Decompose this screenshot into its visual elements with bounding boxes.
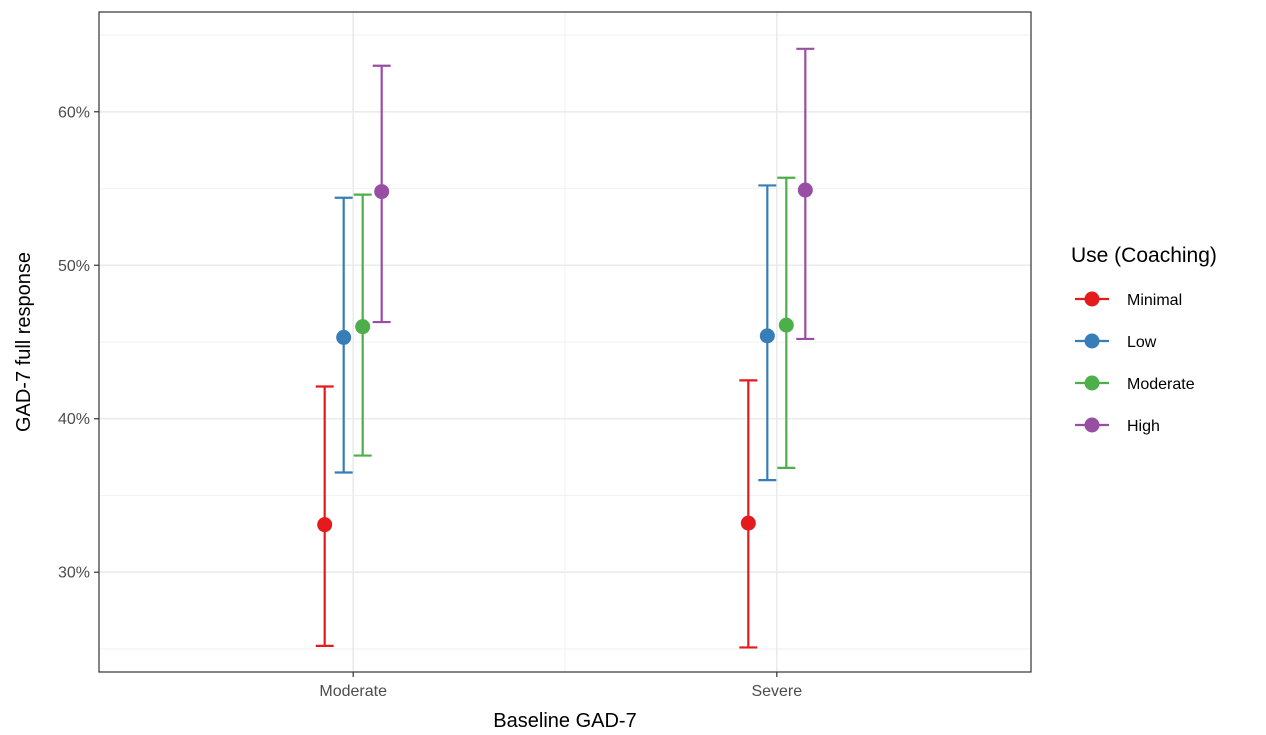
- legend-item-minimal: Minimal: [1075, 291, 1182, 309]
- x-axis-title: Baseline GAD-7: [493, 710, 636, 732]
- x-tick-label: Severe: [751, 683, 802, 700]
- errorbar-low-moderate: [334, 196, 353, 474]
- point-high-severe: [797, 182, 813, 198]
- point-low-severe: [759, 328, 775, 344]
- legend-key-point: [1084, 333, 1100, 349]
- plot-panel-border: [98, 11, 1032, 673]
- data-marks: [315, 47, 815, 649]
- point-moderate-severe: [778, 317, 794, 333]
- errorbar-high-severe: [796, 47, 815, 341]
- major-gridlines: [99, 12, 1031, 672]
- legend: Use (Coaching) Minimal Low Moderate High: [1071, 244, 1217, 435]
- y-axis: 30% 40% 50% 60%: [58, 104, 99, 582]
- point-moderate-moderate: [355, 319, 371, 335]
- y-tick-label: 30%: [58, 565, 90, 582]
- minor-gridlines: [99, 12, 1031, 672]
- errorbar-minimal-moderate: [315, 385, 334, 648]
- legend-label: Low: [1127, 334, 1157, 351]
- errorbar-low-severe: [758, 184, 777, 482]
- point-minimal-moderate: [317, 517, 333, 533]
- y-tick-label: 50%: [58, 258, 90, 275]
- y-tick-label: 40%: [58, 411, 90, 428]
- errorbar-minimal-severe: [739, 379, 758, 649]
- errorbar-moderate-severe: [777, 176, 796, 469]
- point-minimal-severe: [740, 515, 756, 531]
- legend-label: Moderate: [1127, 376, 1195, 393]
- legend-key-point: [1084, 291, 1100, 307]
- legend-item-low: Low: [1075, 333, 1157, 351]
- legend-label: Minimal: [1127, 292, 1182, 309]
- legend-item-moderate: Moderate: [1075, 375, 1195, 393]
- x-axis: Moderate Severe: [319, 672, 802, 700]
- point-high-moderate: [374, 184, 390, 200]
- errorbar-moderate-moderate: [353, 193, 372, 457]
- legend-label: High: [1127, 418, 1160, 435]
- legend-title: Use (Coaching): [1071, 244, 1217, 267]
- legend-key-point: [1084, 375, 1100, 391]
- legend-item-high: High: [1075, 417, 1160, 435]
- point-low-moderate: [336, 329, 352, 345]
- y-tick-label: 60%: [58, 104, 90, 121]
- errorbar-high-moderate: [372, 64, 391, 324]
- x-tick-label: Moderate: [319, 683, 387, 700]
- legend-key-point: [1084, 417, 1100, 433]
- y-axis-title: GAD-7 full response: [13, 252, 35, 432]
